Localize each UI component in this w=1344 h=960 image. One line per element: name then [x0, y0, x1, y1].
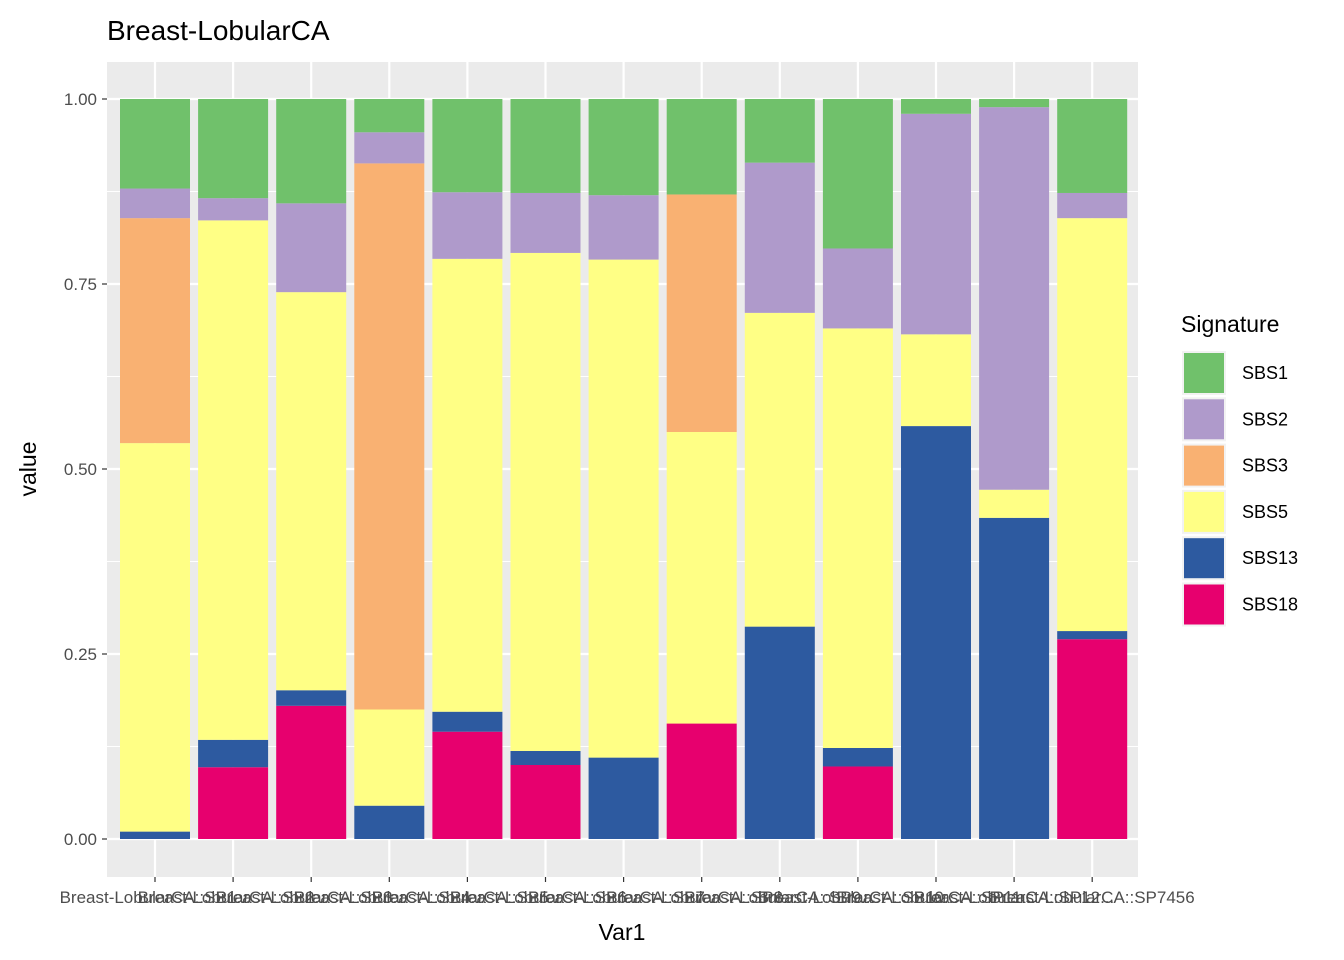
- bar-segment-sbs2: [588, 195, 659, 260]
- x-axis-title: Var1: [599, 919, 646, 945]
- legend-label-sbs3: SBS3: [1242, 456, 1288, 476]
- bar-segment-sbs1: [198, 99, 269, 199]
- bar-segment-sbs5: [120, 443, 190, 832]
- x-axis: Breast-LobularCA::SP1...Breast-LobularCA…: [60, 877, 1195, 907]
- x-tick-label: Breast-LobularCA::SP2...: [138, 888, 329, 907]
- bar-segment-sbs2: [120, 188, 190, 219]
- bar-segment-sbs18: [198, 767, 269, 839]
- bar-segment-sbs2: [198, 198, 269, 221]
- legend-label-sbs1: SBS1: [1242, 363, 1288, 383]
- x-tick-label: Breast-LobularCA::SP10...: [758, 888, 958, 907]
- legend-label-sbs2: SBS2: [1242, 409, 1288, 429]
- y-axis-title: value: [15, 442, 41, 497]
- x-tick-label: Breast-LobularCA::SP6...: [450, 888, 641, 907]
- bar-segment-sbs13: [901, 426, 971, 839]
- bar-segment-sbs18: [666, 723, 737, 839]
- legend-label-sbs5: SBS5: [1242, 502, 1288, 522]
- x-tick-label: Breast-LobularCA::SP7456: [990, 888, 1195, 907]
- bar-segment-sbs5: [979, 489, 1050, 518]
- bar-segment-sbs13: [1057, 631, 1128, 640]
- bar-segment-sbs1: [588, 99, 659, 196]
- bar-segment-sbs2: [901, 113, 971, 335]
- bar-segment-sbs13: [354, 805, 425, 839]
- bar-segment-sbs1: [744, 99, 815, 163]
- bar-segment-sbs18: [1057, 639, 1128, 839]
- bar-segment-sbs1: [510, 99, 581, 193]
- bar-segment-sbs1: [822, 99, 893, 249]
- bar-segment-sbs13: [510, 750, 581, 765]
- bar-segment-sbs5: [744, 312, 815, 627]
- bar-segment-sbs1: [276, 99, 347, 204]
- y-tick-label: 0.50: [64, 460, 97, 479]
- bar-segment-sbs13: [120, 831, 190, 839]
- x-tick-label: Breast-LobularCA::SP8...: [606, 888, 797, 907]
- bar-segment-sbs3: [354, 163, 425, 710]
- y-tick-label: 0.75: [64, 275, 97, 294]
- bar-segment-sbs1: [120, 99, 190, 189]
- legend-label-sbs13: SBS13: [1242, 548, 1298, 568]
- bar-segment-sbs1: [354, 99, 425, 133]
- bar-segment-sbs13: [979, 517, 1050, 839]
- bar-segment-sbs13: [588, 757, 659, 839]
- bar-segment-sbs5: [588, 259, 659, 758]
- x-tick-label: Breast-LobularCA::SP1...: [60, 888, 251, 907]
- bar-segment-sbs18: [432, 731, 503, 839]
- x-tick-label: Breast-LobularCA::SP11...: [836, 888, 1035, 907]
- legend-swatch-sbs18: [1184, 584, 1224, 625]
- bar-segment-sbs5: [1057, 218, 1128, 632]
- x-tick-label: Breast-LobularCA::SP4...: [294, 888, 485, 907]
- bar-segment-sbs13: [276, 690, 347, 706]
- bar-segment-sbs2: [744, 162, 815, 313]
- bar-segment-sbs5: [198, 220, 269, 740]
- bar-segment-sbs5: [510, 252, 581, 751]
- bars: [120, 99, 1128, 839]
- bar-segment-sbs18: [822, 766, 893, 839]
- bar-segment-sbs13: [432, 711, 503, 732]
- bar-segment-sbs18: [510, 765, 581, 839]
- bar-segment-sbs3: [666, 194, 737, 432]
- bar-segment-sbs13: [198, 739, 269, 768]
- bar-segment-sbs1: [901, 99, 971, 114]
- legend-swatch-sbs2: [1184, 399, 1224, 440]
- y-axis: 0.00 0.25 0.50 0.75 1.00: [64, 90, 107, 849]
- bar-segment-sbs2: [354, 132, 425, 164]
- x-tick-label: Breast-LobularCA::SP7...: [528, 888, 719, 907]
- legend-title: Signature: [1181, 311, 1279, 337]
- legend: SBS1 SBS2 SBS3 SBS5 SBS13 SBS18: [1182, 351, 1298, 627]
- bar-segment-sbs2: [1057, 192, 1128, 219]
- bar-segment-sbs13: [744, 626, 815, 839]
- x-tick-label: Breast-LobularCA::SP9...: [684, 888, 875, 907]
- legend-swatch-sbs13: [1184, 538, 1224, 579]
- bar-segment-sbs5: [354, 709, 425, 806]
- legend-swatch-sbs5: [1184, 491, 1224, 532]
- bar-segment-sbs2: [822, 248, 893, 329]
- bar-segment-sbs5: [901, 334, 971, 427]
- bar-segment-sbs1: [666, 99, 737, 195]
- bar-segment-sbs5: [822, 328, 893, 748]
- bar-segment-sbs2: [432, 192, 503, 259]
- bar-segment-sbs1: [1057, 99, 1128, 193]
- bar-segment-sbs1: [432, 99, 503, 193]
- legend-swatch-sbs1: [1184, 353, 1224, 393]
- legend-label-sbs18: SBS18: [1242, 595, 1298, 615]
- bar-segment-sbs1: [979, 99, 1050, 108]
- legend-swatch-sbs3: [1184, 445, 1224, 486]
- bar-segment-sbs5: [276, 292, 347, 691]
- bar-segment-sbs18: [276, 705, 347, 839]
- bar-segment-sbs5: [666, 432, 737, 724]
- y-tick-label: 0.00: [64, 830, 97, 849]
- bar-segment-sbs2: [510, 192, 581, 253]
- bar-segment-sbs2: [276, 203, 347, 293]
- y-tick-label: 1.00: [64, 90, 97, 109]
- chart-title: Breast-LobularCA: [107, 15, 330, 46]
- bar-segment-sbs5: [432, 258, 503, 712]
- x-tick-label: Breast-LobularCA::SP12...: [914, 888, 1114, 907]
- y-tick-label: 0.25: [64, 645, 97, 664]
- x-tick-label: Breast-LobularCA::SP5...: [372, 888, 563, 907]
- bar-segment-sbs13: [822, 747, 893, 767]
- bar-segment-sbs3: [120, 218, 190, 444]
- bar-segment-sbs2: [979, 107, 1050, 490]
- x-tick-label: Breast-LobularCA::SP3...: [216, 888, 407, 907]
